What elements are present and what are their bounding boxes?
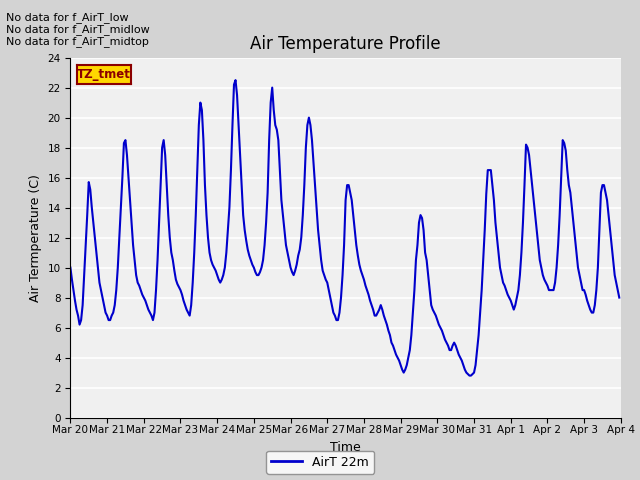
Title: Air Temperature Profile: Air Temperature Profile [250, 35, 441, 53]
Text: No data for f_AirT_midlow: No data for f_AirT_midlow [6, 24, 150, 35]
X-axis label: Time: Time [330, 441, 361, 454]
Y-axis label: Air Termperature (C): Air Termperature (C) [29, 174, 42, 301]
Text: TZ_tmet: TZ_tmet [77, 68, 131, 81]
Text: No data for f_AirT_midtop: No data for f_AirT_midtop [6, 36, 149, 47]
Legend: AirT 22m: AirT 22m [266, 451, 374, 474]
Text: No data for f_AirT_low: No data for f_AirT_low [6, 12, 129, 23]
